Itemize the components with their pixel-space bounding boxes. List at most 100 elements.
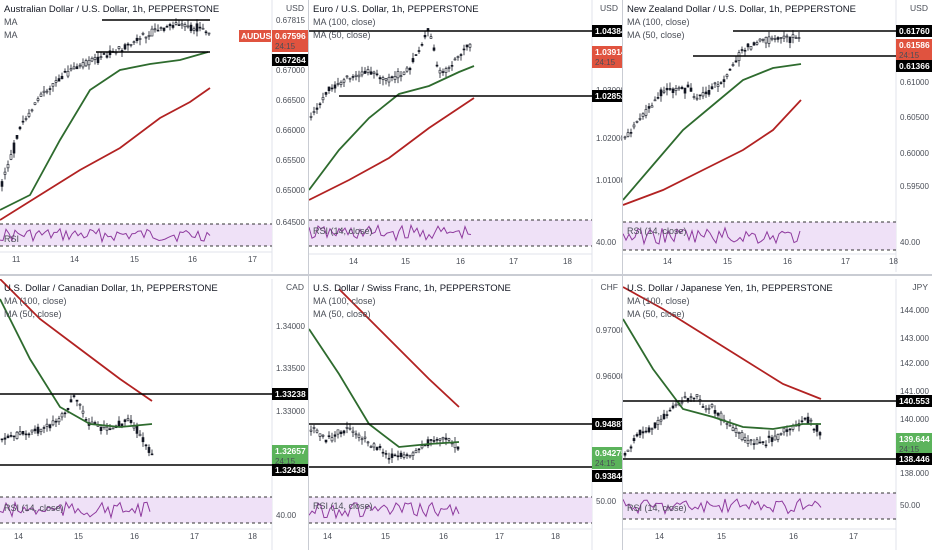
candle-body: [24, 433, 28, 436]
candle-body: [93, 57, 97, 60]
candle-body: [644, 430, 648, 433]
ma100-legend[interactable]: MA (100, close): [627, 17, 690, 27]
rsi-tick-label: 40.00: [596, 238, 617, 247]
candle-body: [30, 109, 34, 112]
candle-body: [192, 28, 196, 31]
candle-body: [45, 423, 49, 427]
candle-body: [348, 427, 352, 430]
chart-canvas-audusd[interactable]: 0.67815 0.67000 0.66500 0.66000 0.65500 0.650…: [0, 0, 308, 272]
candle-body: [354, 74, 358, 77]
candle-body: [749, 46, 753, 50]
candle-body: [716, 84, 720, 87]
ma100-legend[interactable]: MA: [4, 17, 18, 27]
chart-canvas-usdjpy[interactable]: 144.000 143.000 142.000 141.000 140.000 138.0…: [623, 279, 932, 550]
candle-body: [321, 434, 325, 437]
ma50-legend[interactable]: MA (50, close): [4, 309, 62, 319]
candle-body: [647, 106, 651, 109]
candle-body: [390, 453, 394, 458]
candle-body: [644, 109, 648, 116]
ma50-line: [0, 51, 209, 211]
candle-body: [126, 418, 130, 421]
candle-body: [90, 57, 94, 62]
price-badge-value: 1.03914: [595, 47, 622, 57]
candle-body: [339, 431, 343, 435]
candle-body: [84, 60, 88, 67]
ma50-legend[interactable]: MA (50, close): [627, 309, 685, 319]
candle-body: [33, 102, 37, 105]
ma100-line: [0, 279, 153, 402]
candle-body: [719, 82, 723, 84]
candle-body: [15, 135, 19, 139]
rsi-legend[interactable]: RSI (14, close): [313, 501, 373, 511]
ma50-legend[interactable]: MA: [4, 30, 18, 40]
ma50-legend[interactable]: MA (50, close): [313, 30, 371, 40]
candle-body: [339, 81, 343, 85]
chart-panel-usdcad[interactable]: 1.34000 1.33500 1.33000 14 15 16 17 18 40.00 1.33…: [0, 279, 308, 550]
candle-body: [677, 87, 681, 90]
rsi-legend[interactable]: RSI (14, close): [313, 226, 373, 236]
candle-body: [728, 424, 732, 427]
ma100-line: [309, 97, 475, 201]
candle-body: [372, 443, 376, 448]
rsi-legend[interactable]: RSI (14, close): [4, 503, 64, 513]
ma100-legend[interactable]: MA (100, close): [4, 296, 67, 306]
candle-body: [138, 38, 142, 40]
candle-body: [740, 432, 744, 441]
chart-panel-audusd[interactable]: 0.67815 0.67000 0.66500 0.66000 0.65500 0.650…: [0, 0, 308, 272]
chart-panel-nzdusd[interactable]: 0.61000 0.60500 0.60000 0.59500 14 15 16 17 18 40…: [623, 0, 932, 272]
ma100-legend[interactable]: MA (100, close): [627, 296, 690, 306]
candle-body: [27, 112, 31, 117]
candle-body: [168, 24, 172, 27]
rsi-line: [0, 500, 151, 520]
ma100-legend[interactable]: MA (100, close): [313, 17, 376, 27]
price-tick-label: 1.33000: [276, 407, 305, 416]
ma100-legend[interactable]: MA (100, close): [313, 296, 376, 306]
candle-body: [641, 113, 645, 117]
candle-body: [15, 431, 19, 439]
price-badge-value: 0.93844: [595, 471, 622, 481]
candle-body: [671, 405, 675, 409]
candle-body: [183, 24, 187, 28]
candle-body: [12, 435, 16, 438]
candle-body: [144, 36, 148, 39]
candle-body: [21, 120, 25, 123]
rsi-line: [0, 227, 211, 244]
symbol-tag: [239, 30, 271, 42]
price-tick-label: 1.34000: [276, 322, 305, 331]
candle-body: [432, 440, 436, 442]
price-tick-label: 1.02000: [596, 134, 622, 143]
chart-canvas-eurusd[interactable]: 1.030001.020001.01000141516171840.001.04…: [309, 0, 622, 272]
price-badge: [592, 447, 622, 469]
candle-body: [683, 87, 687, 94]
price-badge-value: 0.94887: [595, 419, 622, 429]
rsi-legend[interactable]: RSI (14, close): [627, 226, 687, 236]
price-badge-value: 138.446: [899, 454, 930, 464]
rsi-legend[interactable]: RSI: [4, 234, 20, 244]
candle-body: [773, 38, 777, 40]
candle-body: [800, 420, 804, 423]
chart-title: Euro / U.S. Dollar, 1h, PEPPERSTONE: [313, 4, 479, 15]
chart-canvas-nzdusd[interactable]: 0.61000 0.60500 0.60000 0.59500 14 15 16 17 18 40…: [623, 0, 932, 272]
candle-body: [653, 99, 657, 102]
ma50-legend[interactable]: MA (50, close): [627, 30, 685, 40]
ma50-legend[interactable]: MA (50, close): [313, 309, 371, 319]
candle-body: [378, 77, 382, 80]
rsi-legend[interactable]: RSI (14, close): [627, 503, 687, 513]
candle-body: [438, 438, 442, 441]
candle-body: [180, 23, 184, 26]
candle-body: [123, 419, 127, 422]
price-badge: [896, 395, 932, 407]
chart-canvas-usdcad[interactable]: 1.34000 1.33500 1.33000 14 15 16 17 18 40.00 1.33…: [0, 279, 308, 550]
candle-body: [342, 79, 346, 83]
pane-divider-horizontal[interactable]: [0, 274, 932, 276]
candle-body: [75, 66, 79, 70]
chart-panel-eurusd[interactable]: 1.030001.020001.01000141516171840.001.04…: [309, 0, 622, 272]
chart-panel-usdjpy[interactable]: 144.000 143.000 142.000 141.000 140.000 138.0…: [623, 279, 932, 550]
price-badge: [272, 54, 308, 66]
candle-body: [764, 36, 768, 44]
candle-body: [632, 124, 636, 128]
rsi-tick-label: 40.00: [900, 238, 921, 247]
